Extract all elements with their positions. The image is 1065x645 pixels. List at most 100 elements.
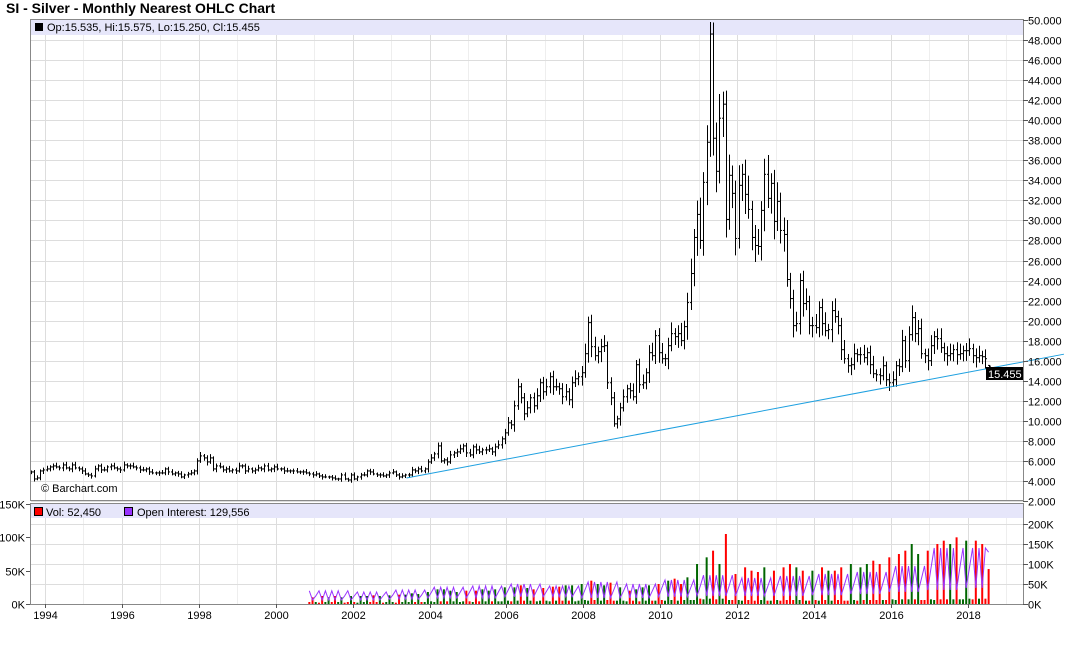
ohlc-bar — [123, 461, 126, 472]
y-tick-label: 44.000 — [1028, 76, 1062, 88]
volume-bar — [811, 570, 814, 604]
y-tick-label: 50.000 — [1028, 16, 1062, 28]
oi-tick-label: 100K — [1028, 560, 1054, 572]
ohlc-bar — [334, 475, 337, 481]
ohlc-bar — [449, 450, 452, 464]
ohlc-bar — [382, 472, 385, 478]
volume-bar — [356, 602, 359, 604]
volume-bar — [817, 600, 820, 604]
volume-bar — [654, 600, 657, 604]
ohlc-bar — [119, 466, 122, 474]
ohlc-bar — [517, 378, 520, 410]
x-tick-label: 2004 — [418, 610, 442, 622]
ohlc-bar — [187, 471, 190, 478]
y-tick-label: 4.000 — [1028, 477, 1056, 489]
ohlc-bar — [901, 329, 904, 373]
volume-bar — [872, 560, 875, 604]
ohlc-bar — [494, 443, 497, 457]
volume-bar — [875, 600, 878, 604]
ohlc-bar — [734, 180, 737, 256]
ohlc-bar — [110, 463, 113, 471]
ohlc-bar — [940, 328, 943, 353]
ohlc-bar — [116, 466, 119, 472]
volume-bar — [606, 600, 609, 604]
volume-bar — [490, 601, 493, 604]
vol-legend-swatch — [34, 507, 43, 516]
volume-bar — [984, 598, 987, 604]
ohlc-bar — [648, 345, 651, 383]
volume-bar — [317, 602, 320, 604]
volume-bar — [622, 600, 625, 604]
volume-bar — [484, 601, 487, 604]
ohlc-bar — [219, 462, 222, 469]
ohlc-bar — [299, 470, 302, 475]
volume-bar — [833, 570, 836, 604]
volume-bar — [452, 601, 455, 604]
ohlc-bar — [158, 470, 161, 476]
ohlc-bar — [97, 464, 100, 472]
ohlc-bar — [959, 343, 962, 360]
ohlc-bar — [670, 322, 673, 352]
ohlc-bar — [510, 419, 513, 430]
ohlc-bar — [831, 301, 834, 343]
volume-bar — [792, 600, 795, 604]
ohlc-bar — [171, 469, 174, 476]
volume-bar — [926, 550, 929, 604]
ohlc-bar — [231, 468, 234, 474]
volume-bar — [897, 554, 900, 604]
ohlc-bar — [478, 445, 481, 454]
volume-bar — [901, 599, 904, 604]
ohlc-bar — [956, 342, 959, 365]
ohlc-bar — [885, 361, 888, 387]
ohlc-bar — [215, 463, 218, 473]
volume-bar — [760, 600, 763, 604]
volume-bar — [497, 601, 500, 604]
volume-bar — [507, 600, 510, 604]
ohlc-bar — [488, 444, 491, 453]
volume-bar — [904, 550, 907, 604]
ohlc-bar — [305, 469, 308, 475]
ohlc-bar — [529, 394, 532, 414]
ohlc-bar — [805, 288, 808, 311]
volume-bar — [949, 544, 952, 604]
ohlc-bar — [927, 348, 930, 371]
volume-tick-label: 100K — [0, 533, 26, 545]
ohlc-bar — [353, 472, 356, 481]
volume-bar — [702, 599, 705, 604]
ohlc-bar — [571, 376, 574, 409]
ohlc-bar — [206, 455, 209, 466]
volume-bar — [712, 550, 715, 604]
ohlc-bar — [815, 314, 818, 334]
volume-bar — [407, 602, 410, 604]
volume-bar — [580, 584, 583, 604]
volume-bar — [865, 564, 868, 604]
ohlc-bar — [613, 391, 616, 427]
ohlc-bar — [55, 462, 58, 469]
volume-bar — [567, 600, 570, 604]
ohlc-bar — [908, 326, 911, 372]
volume-bar — [734, 574, 737, 604]
volume-bar — [631, 600, 634, 604]
volume-bar — [798, 600, 801, 604]
ohlc-bar — [840, 317, 843, 360]
ohlc-bar — [151, 469, 154, 475]
volume-bar — [731, 600, 734, 604]
ohlc-bar — [103, 466, 106, 472]
volume-bar — [971, 599, 974, 604]
ohlc-bar — [712, 22, 715, 156]
ohlc-bar — [401, 473, 404, 479]
y-tick-label: 24.000 — [1028, 277, 1062, 289]
ohlc-bar — [42, 467, 45, 475]
ohlc-bar — [632, 383, 635, 401]
ohlc-bar — [328, 475, 331, 479]
oi-tick-label: 0K — [1028, 600, 1042, 612]
y-tick-label: 6.000 — [1028, 457, 1056, 469]
ohlc-bar — [270, 467, 273, 473]
ohlc-bar — [776, 182, 779, 232]
ohlc-bar — [859, 347, 862, 365]
ohlc-bar — [542, 376, 545, 400]
volume-bar — [657, 584, 660, 604]
volume-bar — [539, 600, 542, 604]
volume-bar — [699, 598, 702, 604]
ohlc-bar — [212, 456, 215, 472]
